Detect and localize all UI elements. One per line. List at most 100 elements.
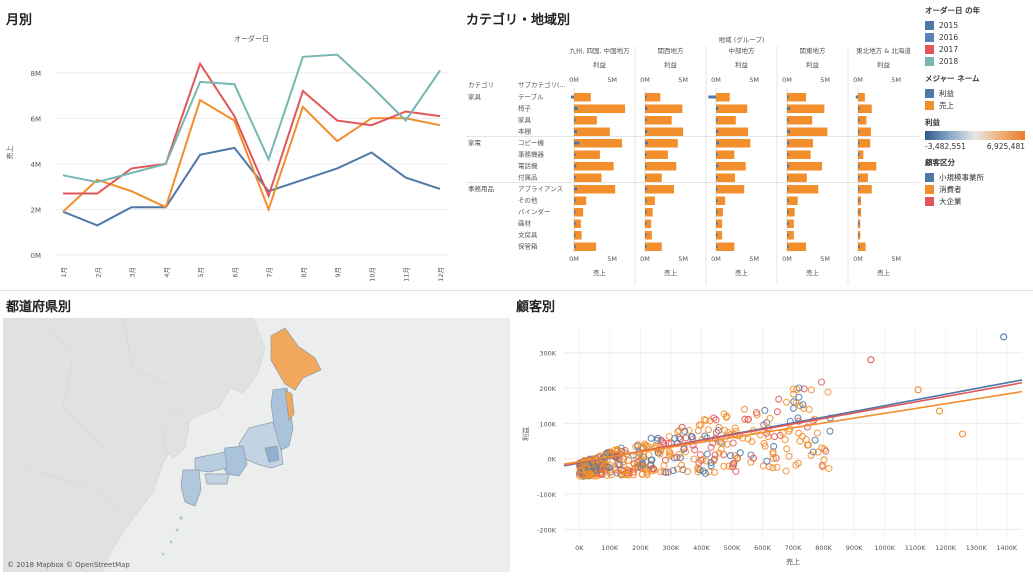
scatter-point (679, 466, 687, 474)
scatter-point (654, 434, 662, 442)
line-y-tick: 0M (31, 252, 42, 260)
prefecture-map[interactable]: © 2018 Mapbox © OpenStreetMap (3, 318, 510, 572)
scatter-point (795, 393, 803, 401)
scatter-point (782, 398, 791, 406)
legend-swatch (925, 32, 934, 42)
scatter-point (694, 468, 702, 476)
scatter-point (723, 440, 731, 448)
monthly-title: 月別 (6, 13, 33, 28)
line-x-tick: 3月 (129, 267, 137, 278)
bar-region-label: 九州, 四国, 中国地方 (569, 46, 630, 55)
shikoku-region[interactable] (204, 473, 230, 485)
scatter-point (822, 447, 830, 455)
bar-bottom-tick: 5M (607, 255, 617, 263)
bar-sales-bar (645, 93, 661, 102)
map-canvas[interactable] (3, 318, 510, 572)
bar-profit-bar (858, 153, 860, 156)
scatter-point (640, 453, 648, 462)
bar-sales-bar (645, 150, 668, 159)
legend-item[interactable]: 大企業 (925, 195, 1033, 207)
bar-bottom-tick: 5M (749, 255, 759, 263)
scatter-point (690, 455, 698, 463)
iwate-prefecture[interactable] (284, 389, 295, 421)
scatter-point (676, 454, 684, 462)
scatter-point (775, 395, 783, 403)
tokyo-area[interactable] (264, 445, 280, 463)
bar-profit-bar (787, 233, 789, 237)
scatter-point (660, 461, 668, 470)
legend-item[interactable]: 小規模事業所 (925, 171, 1033, 183)
bar-sales-bar (716, 185, 745, 194)
bar-profit-label: 利益 (664, 60, 678, 69)
bar-sales-bar (787, 127, 828, 136)
legend-swatch (925, 184, 934, 194)
customer-scatter-chart[interactable]: -200K -100K 0K 100K 200K 300K 0K 100K 200K 300K 40… (512, 318, 1030, 572)
bar-sales-bar (645, 219, 652, 228)
legend-item[interactable]: 2018 (925, 55, 1033, 67)
legend-label: 小規模事業所 (939, 172, 984, 182)
hokkaido-region[interactable] (270, 327, 322, 391)
country-borders (22, 318, 174, 519)
bar-top-tick: 0M (569, 76, 579, 84)
bar-subcategory-header: サブカテゴリ(... (518, 80, 566, 89)
legend-item[interactable]: 2015 (925, 19, 1033, 31)
scatter-x-tick: 200K (632, 544, 649, 552)
bar-top-tick: 5M (678, 76, 688, 84)
legend-item[interactable]: 消費者 (925, 183, 1033, 195)
legend-swatch (925, 20, 934, 30)
scatter-point (616, 461, 624, 469)
bar-profit-bar (574, 222, 576, 225)
scatter-point (674, 428, 682, 436)
scatter-point (647, 434, 655, 442)
legend-item[interactable]: 2017 (925, 43, 1033, 55)
line-series-2015 (62, 146, 441, 227)
legend-year-title: オーダー日 の年 (925, 6, 981, 15)
kyushu-region[interactable] (180, 469, 202, 507)
scatter-point (650, 466, 659, 474)
bar-sales-bar (716, 93, 730, 102)
bar-sales-bar (858, 104, 872, 113)
bar-profit-bar (716, 153, 718, 156)
bar-profit-bar (645, 130, 648, 133)
scatter-outlier (914, 386, 922, 394)
scatter-point (602, 462, 610, 470)
bar-sales-bar (858, 150, 864, 159)
bar-profit-bar (570, 95, 574, 99)
bar-category-label: 事務用品 (468, 184, 494, 193)
bar-bottom-tick: 5M (820, 255, 830, 263)
bar-profit-bar (858, 141, 860, 145)
scatter-x-tick: 1400K (996, 544, 1018, 552)
scatter-x-tick: 600K (754, 544, 771, 552)
scatter-point (697, 421, 705, 429)
bar-sales-bar (858, 208, 862, 217)
scatter-point (744, 415, 752, 423)
bar-profit-bar (574, 176, 576, 179)
scatter-point (819, 463, 827, 471)
bar-profit-bar (858, 130, 860, 133)
scatter-point (675, 450, 683, 458)
scatter-point (728, 463, 736, 471)
chugoku-region[interactable] (194, 451, 228, 473)
legend-item[interactable]: 2016 (925, 31, 1033, 43)
bar-profit-bar (645, 233, 647, 237)
bar-profit-bar (574, 153, 576, 156)
scatter-point (665, 447, 673, 455)
scatter-point (792, 399, 800, 407)
bar-sales-bar (574, 104, 626, 113)
bar-sales-bar (716, 162, 746, 171)
bar-sales-bar (645, 173, 662, 182)
bar-sales-bar (645, 139, 678, 148)
line-x-tick: 2月 (94, 267, 102, 278)
scatter-point (763, 429, 771, 437)
bar-sales-bar (787, 231, 794, 240)
scatter-point (761, 406, 769, 414)
scatter-y-tick: 300K (539, 350, 556, 358)
bar-subcategory-label: 事務機器 (518, 150, 545, 159)
legend-item[interactable]: 売上 (925, 99, 1033, 111)
bar-sales-bar (787, 93, 807, 102)
bar-sales-bar (574, 116, 597, 125)
scatter-point (647, 456, 655, 464)
legend-item[interactable]: 利益 (925, 87, 1033, 99)
